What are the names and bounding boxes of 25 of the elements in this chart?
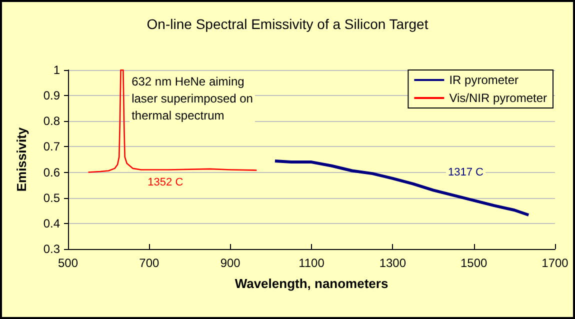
y-tick-label: 0.3: [43, 242, 60, 256]
line-series: [273, 160, 530, 216]
y-tick-label: 0.5: [43, 190, 60, 205]
x-tick-label: 500: [58, 256, 78, 270]
x-axis-title: Wavelength, nanometers: [234, 276, 388, 291]
y-axis-title: Emissivity: [14, 126, 29, 192]
x-tick-label: 1100: [298, 256, 325, 270]
annotation: 1317 C: [448, 166, 484, 178]
annotation: 1352 C: [148, 176, 184, 189]
x-tick-label: 700: [139, 256, 160, 270]
legend-label: Vis/NIR pyrometer: [449, 91, 548, 105]
y-tick-label: 0.6: [43, 165, 60, 180]
y-tick-label: 0.9: [43, 88, 60, 103]
x-tick-label: 1700: [542, 256, 569, 270]
y-tick-label: 0.7: [43, 140, 60, 154]
annotation: 632 nm HeNe aiming laser superimposed on thermal spectrum: [132, 74, 253, 122]
x-tick-label: 1500: [460, 256, 488, 270]
y-tick-label: 0.4: [43, 216, 60, 230]
y-tick-label: 1: [53, 63, 60, 77]
x-tick-label: 900: [220, 256, 241, 270]
line-series: [88, 69, 258, 173]
chart-title: On-line Spectral Emissivity of a Silicon Target: [146, 16, 428, 32]
x-tick-label: 1300: [379, 256, 406, 270]
legend-label: IR pyrometer: [449, 73, 519, 87]
y-tick-label: 0.8: [43, 114, 60, 128]
